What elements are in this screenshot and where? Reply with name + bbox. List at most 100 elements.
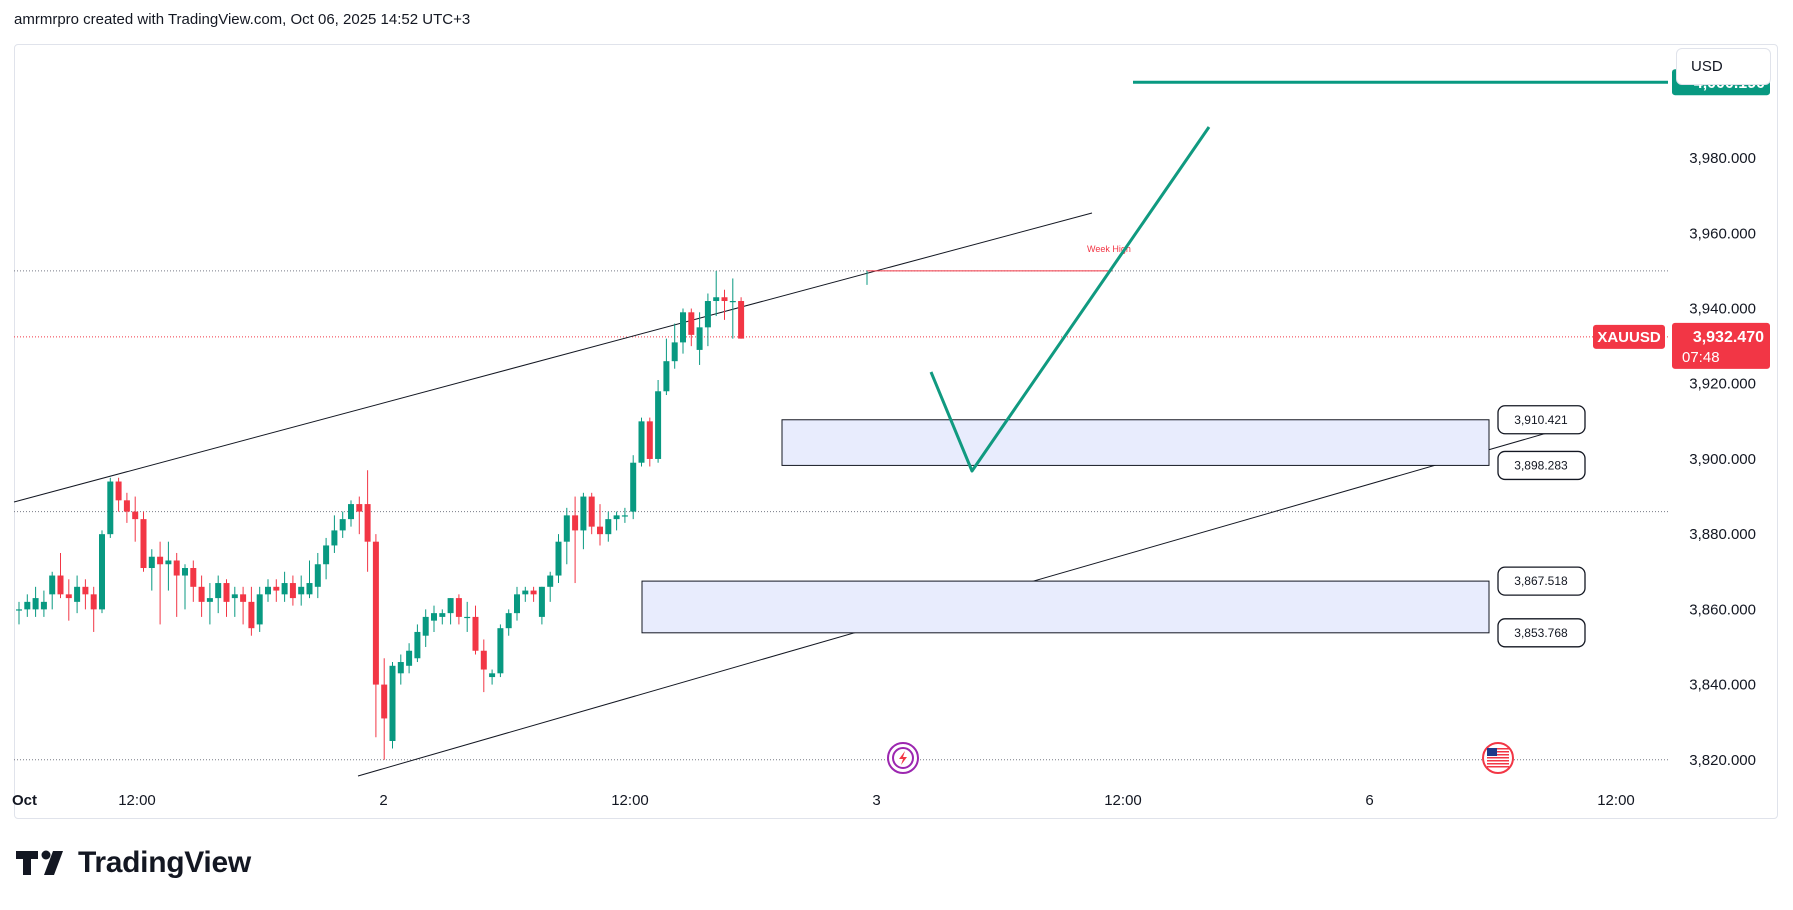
candle-body [24,601,31,610]
candle-body [704,301,711,328]
us-flag-stripe [1487,760,1509,762]
candle [82,579,89,610]
candle-body [107,481,114,535]
channel-upper-line [13,212,1093,503]
candle [530,586,537,602]
us-flag-stripe [1487,766,1509,768]
candle [613,511,620,531]
candle [447,598,454,625]
candle-body [240,594,247,602]
candle-body [49,575,56,595]
candle [32,586,39,617]
lightning-bolt [899,751,907,765]
candle [123,492,130,523]
candle-body [206,598,213,602]
demand-zone-lower [641,580,1490,634]
candle-body [331,530,338,546]
candle [397,654,404,685]
candle [24,594,31,617]
candle-body [339,519,346,531]
candle-body [414,631,421,659]
candle [231,586,238,617]
candle-body [265,586,271,595]
candle-body [422,616,429,636]
candle [696,312,703,365]
chart-pane[interactable] [14,44,1778,819]
candle-body [505,613,512,629]
current-price-label: 3,932.470 [1693,329,1764,346]
x-tick-label: 12:00 [1597,792,1635,809]
candle [646,417,653,467]
x-tick-label: 12:00 [1104,792,1142,809]
zone-upper-bottom-tag-text: 3,898.283 [1514,458,1568,472]
candle [198,575,205,617]
candle [215,575,222,614]
candle-body [289,583,296,599]
candle-body [680,312,686,343]
candle-body [140,519,147,569]
candle [630,455,637,520]
candle [148,549,155,591]
candle-body [597,526,603,535]
candle [206,583,213,625]
candle [281,571,288,602]
candle-body [123,500,130,512]
candle [514,586,520,621]
candle-body [738,301,745,339]
candle [721,289,728,320]
x-tick-label: 12:00 [611,792,649,809]
candle [472,605,479,655]
chart-attribution: amrmrpro created with TradingView.com, O… [14,11,471,28]
candle [505,609,512,636]
candle-body [182,568,188,576]
candle-body [90,594,97,610]
candle [538,586,545,625]
candle-body [348,504,354,520]
us-flag-event-icon [1482,742,1514,774]
projected-path [929,126,1211,473]
candle [464,601,471,632]
candle-body [40,601,47,610]
candle [157,541,164,625]
candle [74,575,81,614]
candle [563,507,570,565]
candle-body [198,586,205,602]
candle [621,507,628,523]
candle [688,308,695,347]
x-tick-label: 2 [379,792,387,809]
candle [165,541,172,591]
candle [389,662,396,749]
symbol-badge [1593,324,1665,349]
current-price-badge [1672,322,1770,369]
candle [16,601,22,625]
candle-body [132,511,139,520]
candle [240,586,247,625]
candle [522,586,529,602]
candle-body [306,583,313,595]
candle-body [323,545,330,565]
candle-body [522,590,529,595]
y-tick-label: 3,860.000 [1689,601,1756,618]
tradingview-logo-icon [16,850,63,875]
candle [115,477,122,512]
candle-body [630,462,637,512]
y-tick-label: 3,900.000 [1689,451,1756,468]
candle-body [372,541,379,685]
currency-button[interactable]: USD [1676,48,1771,85]
us-flag-stripe [1487,751,1509,753]
candle-body [580,496,587,531]
candle [314,552,321,599]
candle-body [547,575,554,587]
candle-body [489,673,496,678]
candle-body [655,391,662,459]
candle-body [447,598,454,614]
candle-body [638,421,645,463]
y-tick-label: 3,840.000 [1689,677,1756,694]
candle-body [514,594,520,614]
candle [555,534,562,584]
candle [323,537,330,580]
candle [455,594,462,625]
week-high-label: Week High [1087,244,1131,254]
tradingview-logo[interactable]: TradingView [16,846,251,880]
